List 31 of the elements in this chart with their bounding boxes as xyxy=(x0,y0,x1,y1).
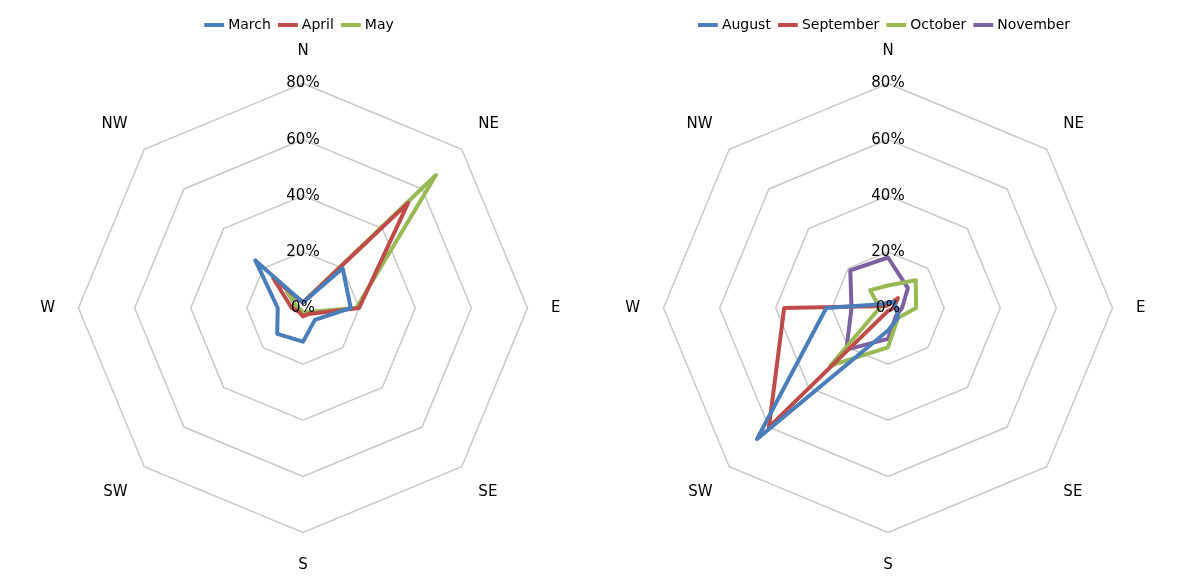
spoke-label: S xyxy=(298,554,308,573)
legend-label: September xyxy=(801,15,880,32)
spoke-label: E xyxy=(551,297,561,316)
y-tick-label: 40% xyxy=(871,185,905,204)
spoke-label: NE xyxy=(1063,113,1085,132)
spoke-label: W xyxy=(625,297,641,316)
spoke-label: SW xyxy=(103,482,128,501)
legend-label: November xyxy=(997,15,1071,32)
y-tick-label: 80% xyxy=(871,73,905,92)
y-tick-label: 60% xyxy=(286,129,320,148)
spoke-label: W xyxy=(40,297,56,316)
y-tick-label: 40% xyxy=(286,185,320,204)
spoke-label: N xyxy=(882,40,894,59)
legend-label: August xyxy=(721,15,772,32)
y-tick-label: 20% xyxy=(871,241,905,260)
legend-label: May xyxy=(364,15,394,32)
spoke-label: NW xyxy=(686,113,713,132)
spoke-label: E xyxy=(1136,297,1146,316)
y-tick-label: 60% xyxy=(871,129,905,148)
spoke-label: N xyxy=(297,40,309,59)
spoke-label: SE xyxy=(478,482,498,501)
y-tick-label: 80% xyxy=(286,73,320,92)
legend-label: March xyxy=(228,15,271,32)
spoke-label: SW xyxy=(688,482,713,501)
y-tick-label: 20% xyxy=(286,241,320,260)
spoke-label: NW xyxy=(101,113,128,132)
legend-label: April xyxy=(301,15,334,32)
spoke-label: SE xyxy=(1063,482,1083,501)
legend-label: October xyxy=(910,15,967,32)
spoke-label: S xyxy=(883,554,893,573)
spoke-label: NE xyxy=(478,113,500,132)
